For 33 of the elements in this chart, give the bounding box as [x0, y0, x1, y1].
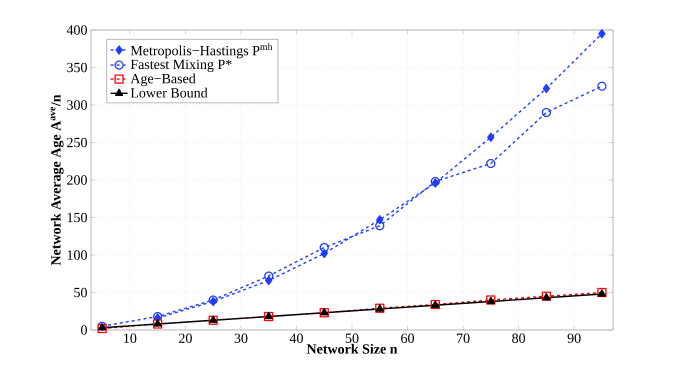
- y-tick-label: 350: [67, 62, 87, 72]
- point: [486, 158, 496, 168]
- point: [542, 108, 552, 118]
- y-tick-label: 100: [68, 250, 87, 260]
- x-tick-label: 50: [346, 334, 358, 343]
- x-tick-label: 90: [568, 334, 581, 343]
- point: [320, 242, 329, 252]
- point: [598, 29, 606, 38]
- y-axis-title: Network Average Age A$^{ave}$/n: [50, 94, 64, 266]
- x-tick-label: 80: [512, 334, 526, 343]
- x-tick-label: 60: [401, 334, 414, 343]
- point: [375, 221, 384, 230]
- x-axis-title: Network Size n: [306, 344, 398, 354]
- legend-label: Metropolis−Hastings P$^{mh}$: [130, 43, 272, 58]
- legend-label: Fastest Mixing P*: [130, 60, 232, 72]
- legend-label: Lower Bound: [130, 88, 208, 98]
- x-tick-label: 70: [456, 334, 470, 343]
- point: [597, 82, 607, 91]
- y-tick-label: 50: [74, 288, 87, 298]
- y-tick-label: 150: [68, 212, 87, 222]
- x-tick-label: 10: [124, 334, 136, 343]
- point: [542, 84, 550, 94]
- x-tick-label: 30: [234, 334, 248, 343]
- x-tick-label: 40: [290, 334, 303, 343]
- point: [487, 132, 494, 142]
- y-tick-label: 250: [67, 138, 87, 148]
- legend-label: Age−Based: [130, 73, 196, 86]
- y-tick-label: 200: [67, 175, 87, 185]
- y-tick-label: 400: [66, 25, 87, 35]
- point: [264, 271, 274, 281]
- y-tick-label: 0: [81, 325, 87, 335]
- y-tick-label: 300: [67, 100, 87, 110]
- x-tick-label: 20: [179, 334, 192, 343]
